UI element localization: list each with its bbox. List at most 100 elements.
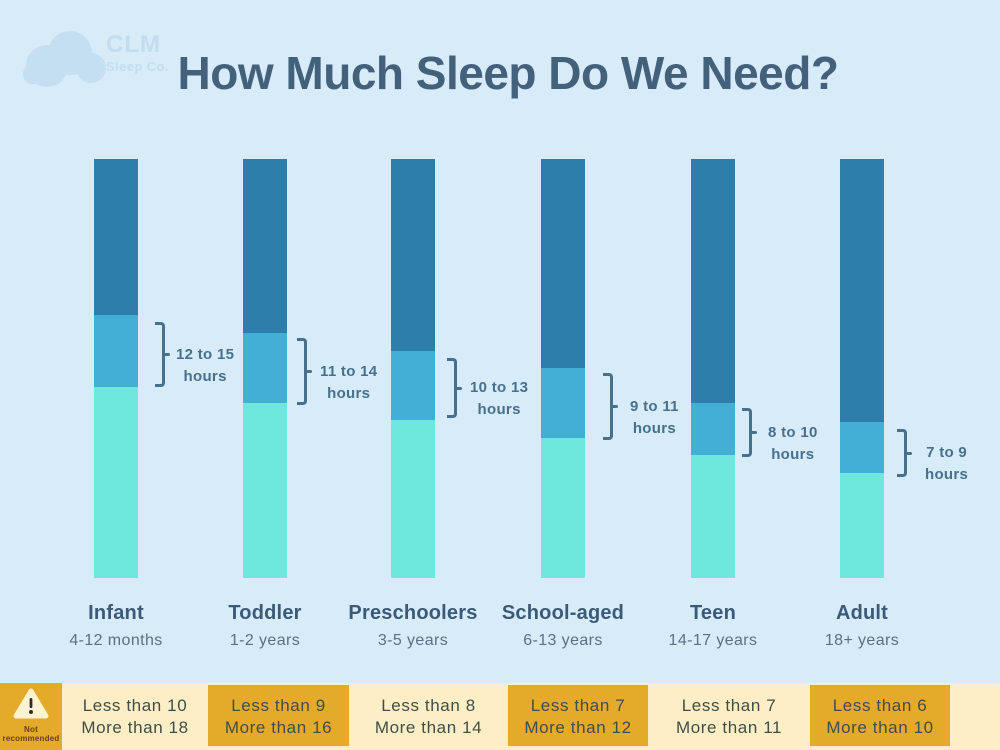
hours-unit-text-infant: hours — [183, 367, 227, 385]
bar-segment-below-recommended-school-aged — [541, 438, 585, 578]
bracket-tick-school-aged — [610, 405, 618, 408]
age-label-preschoolers: Preschoolers 3-5 years — [323, 600, 503, 652]
hours-unit-text-adult: hours — [925, 466, 969, 483]
logo-wordmark: CLM Sleep Co. — [106, 31, 169, 75]
bracket-tick-infant — [162, 353, 170, 356]
bar-segment-above-recommended-school-aged — [541, 159, 585, 368]
legend-cell-text-5: Less than 6 More than 10 — [810, 695, 950, 739]
bar-segment-above-recommended-teen — [691, 159, 735, 403]
bar-teen — [691, 159, 735, 578]
page-title: How Much Sleep Do We Need? — [177, 47, 839, 99]
hours-range-text-school-aged: 9 to 11 — [630, 397, 679, 415]
age-group-name-adult: Adult — [835, 602, 889, 624]
bar-segment-below-recommended-teen — [691, 455, 735, 578]
hours-unit-text-school-aged: hours — [632, 419, 676, 437]
bar-preschoolers — [391, 159, 435, 578]
bar-segment-below-recommended-toddler — [243, 403, 287, 578]
legend-cell-text-2: Less than 8 More than 14 — [349, 695, 508, 739]
age-group-name-infant: Infant — [88, 602, 144, 624]
legend-cell-text-4: Less than 7 More than 11 — [648, 695, 810, 739]
hours-label-adult: 7 to 9 hours — [925, 442, 968, 486]
legend-cell-text-0: Less than 10 More than 18 — [62, 695, 208, 739]
age-group-range-school-aged: 6-13 years — [523, 632, 603, 649]
bar-segment-recommended-teen — [691, 403, 735, 455]
hours-range-text-toddler: 11 to 14 — [320, 362, 378, 380]
age-group-name-school-aged: School-aged — [501, 602, 625, 624]
legend-cell-text-1: Less than 9 More than 16 — [208, 695, 349, 739]
hours-range-text-infant: 12 to 15 — [176, 345, 235, 363]
hours-range-text-teen: 8 to 10 — [768, 423, 818, 441]
bar-segment-below-recommended-adult — [840, 473, 884, 578]
bar-segment-above-recommended-preschoolers — [391, 159, 435, 351]
legend-less-than-0: Less than 10 — [82, 696, 188, 715]
warning-caption-line1: Not — [24, 725, 38, 734]
legend-more-than-3: More than 12 — [524, 718, 632, 737]
bar-infant — [94, 159, 138, 578]
age-group-name-toddler: Toddler — [228, 602, 302, 624]
bracket-tick-adult — [904, 451, 912, 455]
bar-adult — [840, 159, 884, 578]
bar-segment-above-recommended-infant — [94, 159, 138, 315]
age-label-adult: Adult 18+ years — [772, 600, 952, 652]
legend-more-than-2: More than 14 — [374, 718, 483, 737]
age-label-school-aged: School-aged 6-13 years — [473, 600, 653, 652]
warning-caption: Not recommended — [0, 725, 62, 743]
legend-more-than-1: More than 16 — [224, 718, 333, 737]
age-label-teen: Teen 14-17 years — [623, 600, 803, 652]
legend-less-than-3: Less than 7 — [530, 696, 626, 715]
hours-label-toddler: 11 to 14 hours — [320, 361, 377, 405]
age-group-name-teen: Teen — [690, 602, 736, 624]
age-group-range-adult: 18+ years — [824, 632, 900, 649]
age-group-range-infant: 4-12 months — [69, 632, 163, 649]
warning-caption-line2: recommended — [2, 734, 60, 743]
bar-segment-below-recommended-infant — [94, 387, 138, 578]
bar-segment-recommended-toddler — [243, 333, 287, 403]
age-group-range-preschoolers: 3-5 years — [377, 632, 449, 649]
not-recommended-cell: Not recommended — [0, 683, 62, 750]
bar-toddler — [243, 159, 287, 578]
age-group-range-toddler: 1-2 years — [229, 632, 301, 649]
age-label-toddler: Toddler 1-2 years — [175, 600, 355, 652]
hours-label-infant: 12 to 15 hours — [176, 344, 234, 388]
legend-cell-highlight-3 — [508, 685, 648, 746]
legend-less-than-1: Less than 9 — [231, 696, 326, 715]
hours-label-teen: 8 to 10 hours — [768, 422, 818, 466]
bracket-tick-toddler — [304, 370, 312, 373]
hours-range-text-adult: 7 to 9 — [926, 444, 968, 461]
logo-subtitle-text: Sleep Co. — [106, 59, 169, 74]
bracket-tick-teen — [749, 431, 757, 434]
legend-cell-highlight-1 — [208, 685, 349, 746]
age-group-range-teen: 14-17 years — [668, 632, 758, 649]
bar-segment-recommended-school-aged — [541, 368, 585, 438]
range-bracket-school-aged — [603, 373, 618, 440]
warning-triangle-icon — [13, 688, 49, 719]
legend-cell-text-3: Less than 7 More than 12 — [508, 695, 648, 739]
hours-label-school-aged: 9 to 11 hours — [630, 396, 679, 440]
legend-more-than-0: More than 18 — [81, 718, 189, 737]
logo: CLM Sleep Co. — [22, 28, 192, 88]
bar-segment-above-recommended-toddler — [243, 159, 287, 333]
age-label-infant: Infant 4-12 months — [26, 600, 206, 652]
legend-less-than-2: Less than 8 — [381, 696, 476, 715]
bracket-tick-preschoolers — [454, 386, 462, 390]
range-bracket-infant — [155, 322, 170, 387]
range-bracket-preschoolers — [447, 358, 462, 418]
hours-unit-text-preschoolers: hours — [477, 401, 521, 418]
legend-more-than-5: More than 10 — [826, 718, 934, 737]
bar-segment-below-recommended-preschoolers — [391, 420, 435, 578]
bar-school-aged — [541, 159, 585, 578]
cloud-icon — [23, 31, 106, 87]
legend-less-than-4: Less than 7 — [681, 696, 777, 715]
range-bracket-toddler — [297, 338, 312, 405]
logo-brand-text: CLM — [106, 31, 161, 58]
hours-range-text-preschoolers: 10 to 13 — [470, 379, 529, 396]
legend-cell-highlight-5 — [810, 685, 950, 746]
age-group-name-preschoolers: Preschoolers — [348, 602, 478, 624]
range-bracket-teen — [742, 408, 757, 457]
range-bracket-adult — [897, 429, 912, 477]
bar-segment-above-recommended-adult — [840, 159, 884, 422]
legend-band: Not recommended Less than 10 More than 18… — [0, 683, 1000, 750]
bar-segment-recommended-preschoolers — [391, 351, 435, 420]
